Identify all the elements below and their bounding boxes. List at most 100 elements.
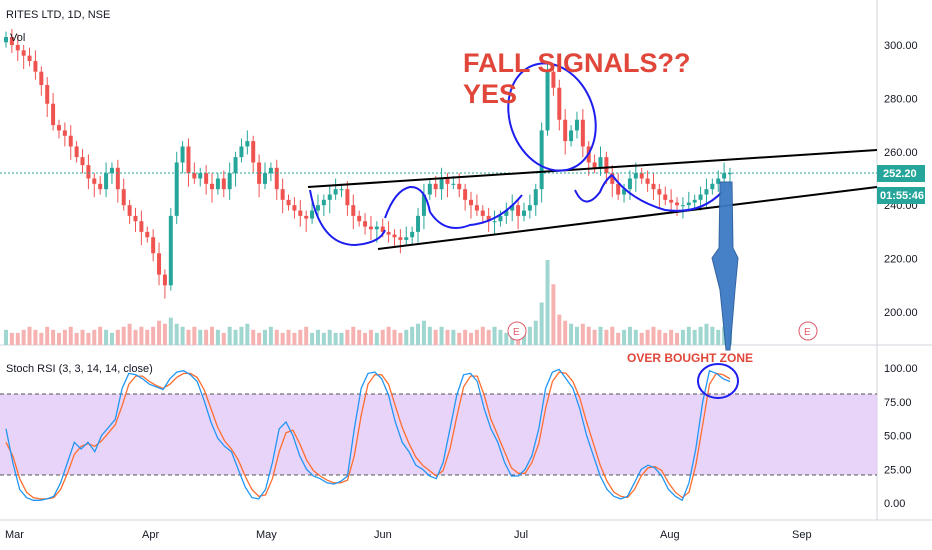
volume-bar bbox=[327, 329, 332, 345]
candle-body bbox=[427, 183, 432, 195]
svg-text:E: E bbox=[804, 327, 811, 338]
volume-bar bbox=[569, 323, 574, 345]
candle-body bbox=[692, 199, 697, 203]
candle-body bbox=[157, 253, 162, 275]
cup-arc-2 bbox=[384, 185, 431, 219]
volume-bar bbox=[380, 329, 385, 345]
volume-bar bbox=[474, 329, 479, 345]
volume-bar bbox=[592, 329, 597, 345]
rsi-band bbox=[0, 394, 877, 475]
volume-bar bbox=[21, 329, 26, 345]
volume-bar bbox=[292, 332, 297, 345]
volume-bar bbox=[133, 329, 138, 345]
candle-body bbox=[180, 146, 185, 163]
candle-body bbox=[622, 189, 627, 195]
candle-body bbox=[92, 178, 97, 184]
overbought-circle bbox=[697, 363, 739, 399]
candle-body bbox=[445, 178, 450, 184]
candle-body bbox=[310, 210, 315, 219]
volume-bar bbox=[445, 329, 450, 345]
candle-body bbox=[127, 205, 132, 216]
candle-body bbox=[380, 226, 385, 232]
volume-bar bbox=[145, 329, 150, 345]
candle-body bbox=[392, 234, 397, 238]
rsi-axis[interactable]: 100.00 75.00 50.00 25.00 0.00 bbox=[884, 363, 918, 510]
volume-bar bbox=[610, 326, 615, 345]
volume-bar bbox=[45, 326, 50, 345]
volume-bar bbox=[62, 329, 67, 345]
candle-body bbox=[616, 183, 621, 195]
candle-body bbox=[145, 231, 150, 238]
candle-body bbox=[268, 167, 273, 174]
volume-bar bbox=[463, 329, 468, 345]
cup-arc-5 bbox=[611, 174, 723, 212]
candle-body bbox=[62, 130, 67, 136]
candle-body bbox=[4, 36, 8, 43]
candle-body bbox=[86, 165, 91, 179]
volume-bar bbox=[192, 326, 197, 345]
candle-body bbox=[363, 221, 368, 227]
last-price-text: 252.20 bbox=[883, 168, 917, 180]
candle-body bbox=[45, 85, 50, 104]
price-tick-label: 280.00 bbox=[884, 93, 918, 105]
volume-bar bbox=[368, 329, 373, 345]
volume-bar bbox=[215, 329, 220, 345]
volume-bar bbox=[663, 332, 668, 345]
volume-bar bbox=[598, 326, 603, 345]
candle-body bbox=[115, 167, 120, 190]
volume-bar bbox=[533, 320, 538, 345]
volume-bar bbox=[545, 260, 550, 345]
earnings-marker-2[interactable]: E bbox=[798, 321, 818, 341]
fall-signals-annotation: FALL SIGNALS?? bbox=[463, 48, 691, 78]
candle-body bbox=[433, 183, 438, 190]
time-tick-label: May bbox=[256, 529, 277, 541]
time-axis[interactable]: Mar Apr May Jun Jul Aug Sep bbox=[5, 529, 812, 541]
candle-body bbox=[598, 157, 603, 168]
cup-arc-1 bbox=[309, 189, 386, 247]
volume-bar bbox=[469, 332, 474, 345]
candle-body bbox=[98, 183, 103, 190]
candle-body bbox=[274, 167, 279, 190]
volume-bar bbox=[68, 326, 73, 345]
volume-bar bbox=[416, 323, 421, 345]
candle-body bbox=[557, 87, 562, 120]
candle-body bbox=[498, 215, 503, 222]
volume-bar bbox=[439, 326, 444, 345]
volume-bar bbox=[268, 326, 273, 345]
volume-bar bbox=[363, 332, 368, 345]
volume-bar bbox=[180, 326, 185, 345]
candle-body bbox=[645, 178, 650, 184]
volume-bar bbox=[627, 326, 632, 345]
volume-bar bbox=[639, 332, 644, 345]
candle-body bbox=[109, 167, 114, 174]
candle-body bbox=[480, 210, 485, 216]
candle-body bbox=[368, 226, 373, 230]
volume-bar bbox=[127, 323, 132, 345]
candle-body bbox=[251, 141, 256, 163]
candle-body bbox=[421, 194, 426, 216]
volume-bar bbox=[680, 329, 685, 345]
volume-bar bbox=[9, 332, 14, 345]
price-tick-label: 300.00 bbox=[884, 40, 918, 52]
volume-bar bbox=[151, 326, 156, 345]
earnings-marker-1[interactable]: E bbox=[507, 321, 527, 341]
volume-bar bbox=[27, 326, 32, 345]
candle-body bbox=[210, 183, 215, 190]
volume-bar bbox=[221, 332, 226, 345]
candle-body bbox=[321, 199, 326, 206]
candle-body bbox=[9, 36, 14, 45]
lower-trendline bbox=[377, 186, 878, 250]
candle-body bbox=[221, 178, 226, 190]
volume-bar bbox=[121, 326, 126, 345]
rsi-tick-label: 0.00 bbox=[884, 498, 905, 510]
volume-bar bbox=[274, 329, 279, 345]
candle-body bbox=[56, 125, 61, 131]
candle-body bbox=[292, 205, 297, 211]
candle-body bbox=[492, 221, 497, 223]
candle-body bbox=[669, 199, 674, 203]
volume-bar bbox=[386, 326, 391, 345]
volume-bar bbox=[33, 329, 38, 345]
candle-body bbox=[539, 130, 544, 190]
